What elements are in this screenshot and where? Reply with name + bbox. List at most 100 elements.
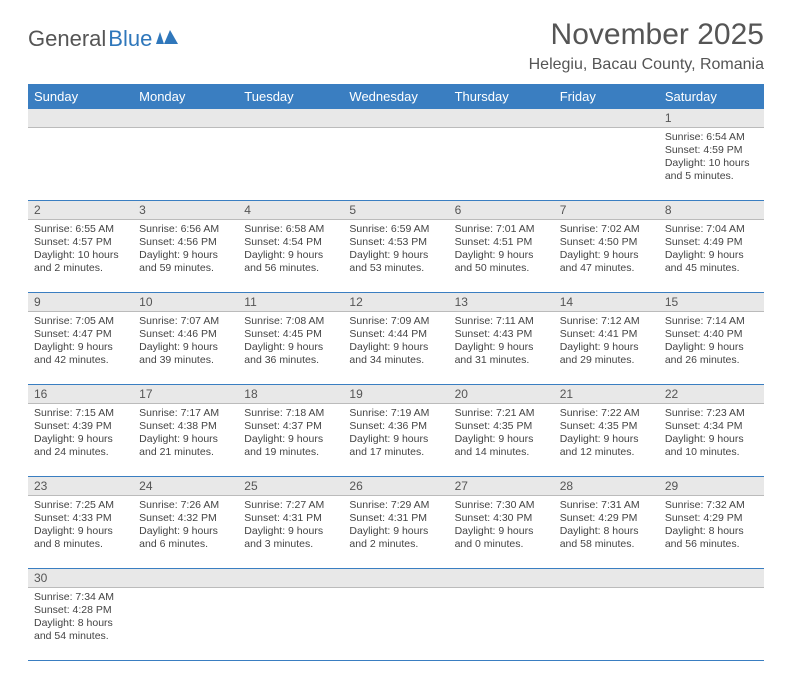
daylight-text: Daylight: 8 hours and 56 minutes.: [665, 525, 758, 551]
day-number: [659, 569, 764, 587]
day-number: [238, 109, 343, 127]
day-number: 15: [659, 293, 764, 311]
day-cell: [133, 128, 238, 200]
sunrise-text: Sunrise: 6:58 AM: [244, 223, 337, 236]
daylight-text: Daylight: 9 hours and 34 minutes.: [349, 341, 442, 367]
week-info-row: Sunrise: 7:25 AMSunset: 4:33 PM Daylight:…: [28, 496, 764, 569]
daylight-text: Daylight: 9 hours and 26 minutes.: [665, 341, 758, 367]
logo-flag-icon: [156, 30, 180, 46]
daylight-text: Daylight: 9 hours and 53 minutes.: [349, 249, 442, 275]
day-cell: Sunrise: 7:22 AMSunset: 4:35 PMDaylight:…: [554, 404, 659, 476]
weekday-wed: Wednesday: [343, 84, 448, 109]
day-cell: [238, 588, 343, 660]
day-cell: [449, 128, 554, 200]
sunset-text: Sunset: 4:38 PM: [139, 420, 232, 433]
day-cell: Sunrise: 7:29 AMSunset: 4:31 PMDaylight:…: [343, 496, 448, 568]
sunset-text: Sunset: 4:35 PM: [560, 420, 653, 433]
daylight-text: Daylight: 9 hours and 36 minutes.: [244, 341, 337, 367]
day-number: 16: [28, 385, 133, 403]
sunset-text: Sunset: 4:51 PM: [455, 236, 548, 249]
sunset-text: Sunset: 4:59 PM: [665, 144, 758, 157]
day-cell: Sunrise: 7:08 AMSunset: 4:45 PMDaylight:…: [238, 312, 343, 384]
sunset-text: Sunset: 4:29 PM: [560, 512, 653, 525]
week-info-row: Sunrise: 7:05 AMSunset: 4:47 PMDaylight:…: [28, 312, 764, 385]
day-number-row: 1: [28, 109, 764, 128]
sunset-text: Sunset: 4:28 PM: [34, 604, 127, 617]
daylight-text: Daylight: 9 hours and 45 minutes.: [665, 249, 758, 275]
daylight-text: Daylight: 9 hours and 12 minutes.: [560, 433, 653, 459]
day-cell: Sunrise: 7:04 AMSunset: 4:49 PMDaylight:…: [659, 220, 764, 292]
sunset-text: Sunset: 4:54 PM: [244, 236, 337, 249]
day-number: 7: [554, 201, 659, 219]
daylight-text: Daylight: 9 hours and 17 minutes.: [349, 433, 442, 459]
week-info-row: Sunrise: 7:15 AMSunset: 4:39 PMDaylight:…: [28, 404, 764, 477]
day-cell: Sunrise: 7:12 AMSunset: 4:41 PMDaylight:…: [554, 312, 659, 384]
day-number: 3: [133, 201, 238, 219]
sunset-text: Sunset: 4:41 PM: [560, 328, 653, 341]
sunset-text: Sunset: 4:53 PM: [349, 236, 442, 249]
day-number: 8: [659, 201, 764, 219]
week-row: 9101112131415Sunrise: 7:05 AMSunset: 4:4…: [28, 293, 764, 385]
day-cell: Sunrise: 7:07 AMSunset: 4:46 PMDaylight:…: [133, 312, 238, 384]
sunset-text: Sunset: 4:46 PM: [139, 328, 232, 341]
day-cell: [343, 588, 448, 660]
daylight-text: Daylight: 9 hours and 39 minutes.: [139, 341, 232, 367]
day-number-row: 2345678: [28, 201, 764, 220]
day-number: 21: [554, 385, 659, 403]
daylight-text: Daylight: 8 hours and 58 minutes.: [560, 525, 653, 551]
week-info-row: Sunrise: 6:55 AMSunset: 4:57 PM Daylight:…: [28, 220, 764, 293]
sunrise-text: Sunrise: 6:55 AM: [34, 223, 127, 236]
sunrise-text: Sunrise: 7:12 AM: [560, 315, 653, 328]
sunrise-text: Sunrise: 7:34 AM: [34, 591, 127, 604]
calendar-page: General Blue November 2025 Helegiu, Baca…: [0, 0, 792, 679]
day-number: 10: [133, 293, 238, 311]
sunrise-text: Sunrise: 6:59 AM: [349, 223, 442, 236]
header: General Blue November 2025 Helegiu, Baca…: [28, 18, 764, 74]
sunrise-text: Sunrise: 7:02 AM: [560, 223, 653, 236]
day-number: 4: [238, 201, 343, 219]
weeks: 1Sunrise: 6:54 AMSunset: 4:59 PMDaylight…: [28, 109, 764, 661]
day-cell: Sunrise: 7:18 AMSunset: 4:37 PMDaylight:…: [238, 404, 343, 476]
daylight-text: Daylight: 10 hours and 5 minutes.: [665, 157, 758, 183]
month-title: November 2025: [529, 18, 764, 52]
day-cell: Sunrise: 7:17 AMSunset: 4:38 PMDaylight:…: [133, 404, 238, 476]
day-number: [343, 569, 448, 587]
day-number: 28: [554, 477, 659, 495]
day-number: 23: [28, 477, 133, 495]
title-block: November 2025 Helegiu, Bacau County, Rom…: [529, 18, 764, 74]
day-number: [28, 109, 133, 127]
day-cell: Sunrise: 7:11 AMSunset: 4:43 PMDaylight:…: [449, 312, 554, 384]
daylight-text: Daylight: 9 hours and 6 minutes.: [139, 525, 232, 551]
week-row: 2345678 Sunrise: 6:55 AMSunset: 4:57 PM Da…: [28, 201, 764, 293]
daylight-text: Daylight: 9 hours and 0 minutes.: [455, 525, 548, 551]
day-number: 11: [238, 293, 343, 311]
day-cell: Sunrise: 7:34 AMSunset: 4:28 PMDaylight:…: [28, 588, 133, 660]
day-cell: Sunrise: 7:14 AMSunset: 4:40 PMDaylight:…: [659, 312, 764, 384]
daylight-text: Daylight: 9 hours and 59 minutes.: [139, 249, 232, 275]
sunset-text: Sunset: 4:33 PM: [34, 512, 127, 525]
day-number-row: 30: [28, 569, 764, 588]
day-number: 9: [28, 293, 133, 311]
day-cell: [28, 128, 133, 200]
sunset-text: Sunset: 4:49 PM: [665, 236, 758, 249]
day-cell: Sunrise: 6:55 AMSunset: 4:57 PMDaylight:…: [28, 220, 133, 292]
week-info-row: Sunrise: 6:54 AMSunset: 4:59 PMDaylight:…: [28, 128, 764, 201]
day-cell: Sunrise: 6:59 AMSunset: 4:53 PMDaylight:…: [343, 220, 448, 292]
day-cell: Sunrise: 7:21 AMSunset: 4:35 PMDaylight:…: [449, 404, 554, 476]
sunset-text: Sunset: 4:57 PM: [34, 236, 127, 249]
day-cell: Sunrise: 7:26 AMSunset: 4:32 PMDaylight:…: [133, 496, 238, 568]
day-number: 22: [659, 385, 764, 403]
sunset-text: Sunset: 4:36 PM: [349, 420, 442, 433]
day-number: 24: [133, 477, 238, 495]
sunset-text: Sunset: 4:43 PM: [455, 328, 548, 341]
logo-text-blue: Blue: [108, 26, 152, 52]
sunrise-text: Sunrise: 7:25 AM: [34, 499, 127, 512]
day-number: [133, 109, 238, 127]
logo: General Blue: [28, 26, 180, 52]
daylight-text: Daylight: 8 hours and 54 minutes.: [34, 617, 127, 643]
sunrise-text: Sunrise: 7:26 AM: [139, 499, 232, 512]
sunset-text: Sunset: 4:45 PM: [244, 328, 337, 341]
daylight-text: Daylight: 9 hours and 3 minutes.: [244, 525, 337, 551]
sunset-text: Sunset: 4:50 PM: [560, 236, 653, 249]
sunset-text: Sunset: 4:30 PM: [455, 512, 548, 525]
